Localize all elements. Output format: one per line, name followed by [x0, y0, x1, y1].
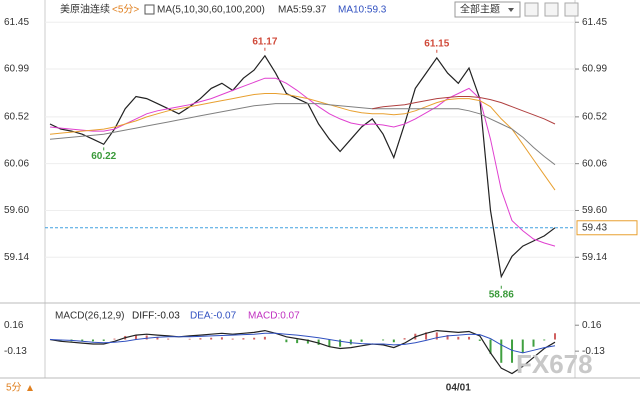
macd-bar	[188, 338, 191, 340]
ma10-label: MA10:59.3	[338, 5, 387, 16]
macd-bar	[521, 339, 524, 353]
y-tick-label-right: 60.99	[582, 64, 607, 75]
macd-bar	[210, 337, 213, 340]
y-tick-label: 59.60	[4, 205, 29, 216]
minus-button[interactable]	[524, 2, 539, 17]
macd-bar	[446, 335, 449, 340]
watermark: FX678	[516, 349, 593, 379]
series-line	[49, 54, 556, 279]
macd-legend: DIFF:-0.03	[132, 311, 180, 322]
ma-icon	[144, 4, 155, 15]
y-tick-label-right: 61.45	[582, 17, 607, 28]
period-arrow	[27, 385, 33, 391]
series-line	[49, 103, 556, 166]
macd-bar	[263, 336, 266, 340]
macd-bar	[317, 339, 320, 345]
plus-button[interactable]	[544, 2, 559, 17]
macd-bar	[392, 339, 395, 343]
series-line	[372, 96, 556, 125]
macd-bar	[425, 332, 428, 340]
macd-bar	[478, 339, 481, 341]
y-tick-label: -0.13	[4, 346, 27, 357]
macd-bar	[285, 339, 288, 343]
macd-legend: MACD:0.07	[248, 311, 300, 322]
macd-bar	[328, 339, 331, 347]
macd-bar	[156, 337, 159, 340]
y-tick-label-right: 60.06	[582, 158, 607, 169]
ma5-label: MA5:59.37	[278, 5, 327, 16]
y-tick-label: 60.06	[4, 158, 29, 169]
series-line	[49, 329, 556, 375]
y-tick-label: 60.52	[4, 112, 29, 123]
macd-bar	[81, 339, 84, 342]
y-tick-label-right: -0.13	[582, 346, 605, 357]
y-tick-label: 60.99	[4, 64, 29, 75]
macd-bar	[349, 339, 352, 345]
extreme-label: 61.17	[252, 36, 277, 47]
macd-bar	[511, 339, 514, 363]
macd-bar	[500, 339, 503, 363]
macd-bar	[199, 338, 202, 340]
symbol: 美原油连续	[60, 3, 110, 16]
extreme-label: 60.22	[91, 151, 116, 162]
y-tick-label-right: 0.16	[582, 320, 602, 331]
macd-bar	[435, 332, 438, 340]
macd-legend: DEA:-0.07	[190, 311, 237, 322]
y-tick-label-right: 59.14	[582, 252, 607, 263]
macd-bar	[145, 335, 148, 340]
macd-bar	[167, 338, 170, 340]
ma-indicator: MA(5,10,30,60,100,200)	[157, 5, 265, 16]
macd-bar	[220, 337, 223, 340]
macd-bar	[403, 338, 406, 340]
y-tick-label: 0.16	[4, 320, 24, 331]
theme-dropdown[interactable]	[454, 1, 521, 18]
last-price-box	[576, 220, 638, 236]
x-tick-label: 04/01	[446, 383, 471, 394]
footer-period[interactable]: 5分	[6, 382, 22, 394]
dropdown-arrow	[508, 8, 514, 12]
macd-bar	[554, 333, 556, 340]
extreme-label: 58.86	[489, 289, 514, 300]
macd-bar	[134, 335, 137, 340]
macd-bar	[360, 339, 363, 342]
macd-bar	[231, 338, 234, 340]
macd-bar	[102, 339, 105, 341]
close-button[interactable]	[564, 2, 579, 17]
macd-bar	[468, 336, 471, 340]
macd-bar	[296, 339, 299, 344]
extreme-label: 61.15	[424, 38, 449, 49]
y-tick-label-right: 60.52	[582, 112, 607, 123]
macd-bar	[489, 339, 492, 354]
macd-bar	[339, 339, 342, 347]
period-switch[interactable]: <5分>	[112, 4, 139, 16]
series-line	[49, 332, 556, 354]
macd-bar	[91, 339, 94, 342]
macd-bar	[113, 338, 116, 340]
macd-bar	[242, 338, 245, 340]
macd-bar	[543, 339, 546, 341]
macd-bar	[457, 336, 460, 340]
macd-bar	[306, 339, 309, 344]
series-line	[49, 93, 556, 191]
series-line	[49, 77, 556, 247]
y-tick-label: 61.45	[4, 17, 29, 28]
y-tick-label-right: 59.60	[582, 205, 607, 216]
last-price-label: 59.43	[582, 222, 607, 233]
macd-bar	[532, 339, 535, 347]
theme-label: 全部主题	[460, 3, 500, 16]
macd-title: MACD(26,12,9)	[55, 311, 124, 322]
macd-bar	[253, 337, 256, 340]
macd-bar	[382, 339, 385, 341]
y-tick-label: 59.14	[4, 252, 29, 263]
